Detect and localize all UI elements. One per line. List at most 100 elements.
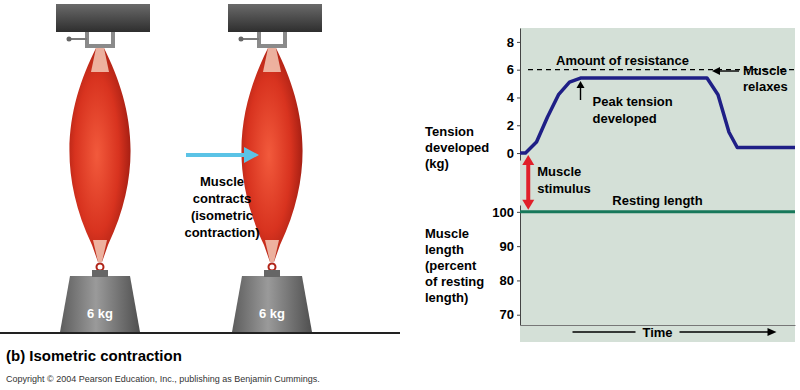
tick-mark (517, 280, 520, 281)
annotation-line: Muscle (537, 164, 581, 179)
annotation-line: Peak tension (593, 94, 673, 109)
copyright: Copyright © 2004 Pearson Education, Inc.… (6, 374, 320, 384)
ceiling-block (56, 4, 150, 32)
annotation: Amount of resistance (556, 53, 689, 68)
tick: 8 (507, 35, 520, 50)
tick: 90 (500, 239, 520, 254)
annotation: Muscle stimulus (537, 164, 590, 196)
annotation: Peak tension developed (593, 94, 673, 126)
y-axis-title-line: length (425, 242, 464, 257)
arrow-label-line: contraction) (184, 225, 259, 240)
tick-mark (517, 153, 520, 154)
diagram: 6 kg 6 kg Muscle contracts (isometric contrac… (0, 4, 400, 333)
clamp-screw (70, 38, 87, 40)
series-label: Resting length (612, 193, 702, 208)
tick: 0 (507, 146, 520, 161)
tick: 6 (507, 62, 520, 77)
tick: 80 (500, 273, 520, 288)
clamp-screw (242, 38, 259, 40)
clamp-knob (67, 37, 72, 42)
stimulus-arrow (526, 163, 530, 202)
tick-mark (517, 315, 520, 316)
tick: 2 (507, 118, 520, 133)
time-arrow (680, 331, 770, 332)
axis-line (520, 206, 521, 326)
stimulus-arrowhead (522, 155, 534, 165)
stimulus-arrowhead (522, 200, 534, 210)
muscle-setup: 6 kg (228, 4, 322, 332)
arrow-label-line: (isometric (191, 208, 253, 223)
arrow-label-line: Muscle (200, 174, 244, 189)
tick-mark (517, 246, 520, 247)
floor (0, 332, 400, 334)
plot-background (520, 28, 795, 342)
tick-label: 6 (507, 62, 514, 77)
tension-plot (520, 70, 795, 153)
tick-label: 2 (507, 118, 514, 133)
tick-mark (517, 70, 520, 71)
arrow-label-line: contracts (193, 191, 252, 206)
hook (97, 264, 104, 271)
annotation-arrow (719, 70, 739, 71)
x-axis-title: Time (642, 325, 672, 340)
tick-mark (517, 42, 520, 43)
annotation-arrow (580, 87, 581, 100)
weight (60, 276, 140, 332)
figure: 6 kg 6 kg Muscle contracts (isometric contrac… (0, 0, 800, 390)
weight-label: 6 kg (259, 306, 285, 321)
annotation-line: Muscle (743, 63, 787, 78)
y-axis: 0 2 4 6 8 (507, 29, 521, 161)
tick: 70 (500, 307, 520, 322)
tick-label: 80 (500, 273, 514, 288)
clamp (87, 32, 113, 46)
ceiling-block (228, 4, 322, 32)
y-axis-title-line: length) (425, 290, 468, 305)
tick-label: 70 (500, 307, 514, 322)
weight-top (92, 270, 108, 277)
annotation-line: developed (593, 111, 657, 126)
clamp-knob (239, 37, 244, 42)
y-axis: 70 80 90 100 (492, 205, 520, 326)
clamp (259, 32, 285, 46)
annotation: Musclerelaxes (743, 63, 788, 94)
tick-label: 100 (492, 205, 514, 220)
tick: 4 (507, 90, 520, 105)
hook (269, 264, 276, 271)
y-axis-title: Musclelength(percentof restinglength) (425, 226, 484, 305)
tick-label: 90 (500, 239, 514, 254)
contract-arrow (186, 153, 246, 157)
y-axis-title-line: Muscle (425, 226, 469, 241)
y-axis-title-line: Tension (425, 124, 474, 139)
weight (232, 276, 312, 332)
tick-label: 0 (507, 146, 514, 161)
y-axis-title-line: of resting (425, 274, 484, 289)
annotation-arrowhead (577, 81, 585, 88)
tick-label: 4 (507, 90, 515, 105)
tick-mark (517, 97, 520, 98)
caption: (b) Isometric contraction (6, 347, 182, 364)
data-line (520, 210, 795, 213)
tick-label: 8 (507, 35, 514, 50)
weight-top (264, 270, 280, 277)
annotations: Amount of resistance Peak tension develope… (522, 53, 788, 210)
arrow-label: Muscle contracts (isometric contraction) (184, 174, 259, 240)
annotation-line: Amount of resistance (556, 53, 689, 68)
y-axis-title-line: (percent (425, 258, 477, 273)
tendon-top (263, 48, 281, 72)
tendon-bottom (93, 240, 107, 262)
data-line (520, 78, 795, 153)
tendon-bottom (265, 240, 279, 262)
length-plot (520, 211, 795, 212)
tendon-top (91, 48, 109, 72)
annotation-line: stimulus (537, 181, 590, 196)
annotation-arrowhead (712, 67, 720, 75)
weight-label: 6 kg (87, 306, 113, 321)
time-arrowhead (768, 328, 777, 336)
series-labels: Resting length (612, 193, 702, 208)
muscle (69, 48, 130, 262)
contract-arrowhead (244, 147, 259, 163)
y-axis-title-line: developed (425, 140, 489, 155)
muscle-setup: 6 kg (56, 4, 150, 332)
tick-mark (517, 212, 520, 213)
tick: 100 (492, 205, 520, 220)
